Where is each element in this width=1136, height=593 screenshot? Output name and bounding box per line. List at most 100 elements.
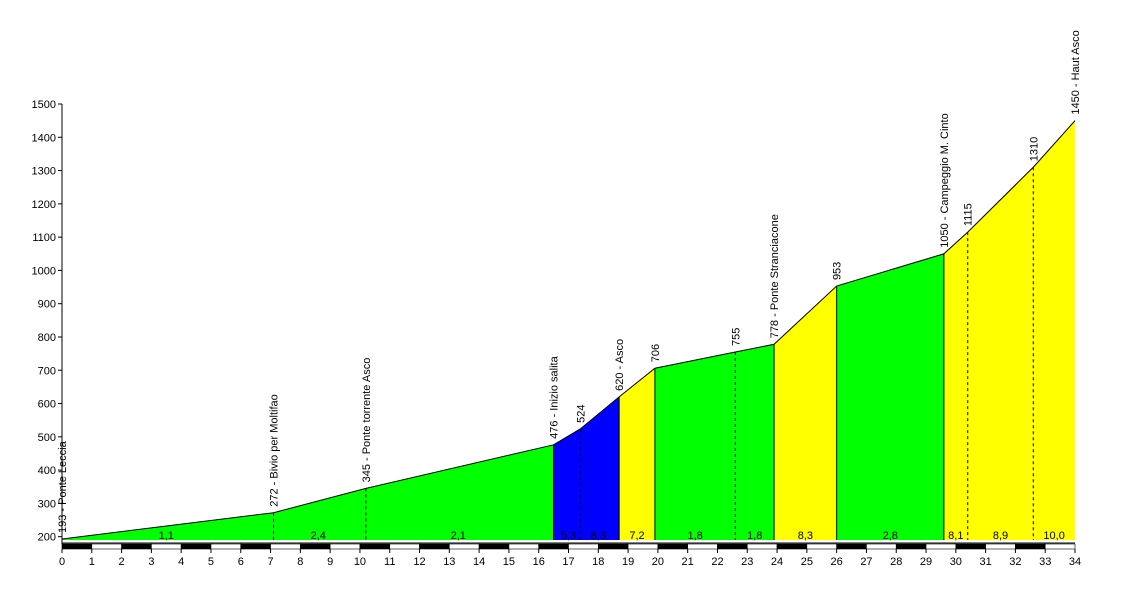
x-tick-label: 14 <box>473 556 485 568</box>
km-block <box>866 543 897 550</box>
km-block <box>151 543 182 550</box>
x-tick-label: 29 <box>920 556 932 568</box>
km-block <box>955 543 986 550</box>
grade-label: 8,1 <box>948 530 963 542</box>
profile-segment-1 <box>553 396 620 540</box>
point-label: 193 - Ponte Leccia <box>57 440 69 533</box>
grade-label: 5,3 <box>561 530 576 542</box>
point-labels: 193 - Ponte Leccia 272 - Bivio per Moltif… <box>57 30 1082 533</box>
grade-label: 10,0 <box>1043 530 1064 542</box>
y-tick-label: 1200 <box>32 199 56 211</box>
x-tick-label: 8 <box>297 556 303 568</box>
km-block <box>895 543 927 550</box>
x-tick-label: 21 <box>682 556 694 568</box>
y-tick-label: 300 <box>38 498 56 510</box>
grade-label: 2,4 <box>311 530 326 542</box>
km-block <box>508 543 540 550</box>
y-tick-label: 200 <box>38 532 56 544</box>
x-tick-label: 16 <box>533 556 545 568</box>
x-tick-label: 32 <box>1009 556 1021 568</box>
x-tick-label: 1 <box>89 556 95 568</box>
km-block <box>478 543 510 550</box>
grade-label: 2,8 <box>883 530 898 542</box>
x-tick-label: 26 <box>831 556 843 568</box>
grade-label: 1,8 <box>687 530 702 542</box>
y-tick-label: 1500 <box>32 99 56 111</box>
x-tick-label: 15 <box>503 556 515 568</box>
grade-label: 1,8 <box>747 530 762 542</box>
km-block <box>806 543 837 550</box>
y-tick-label: 1000 <box>32 265 56 277</box>
km-block <box>61 543 93 550</box>
km-block <box>449 543 480 550</box>
y-tick-label: 1100 <box>32 232 56 244</box>
point-label: 1115 <box>963 203 975 226</box>
y-tick-label: 600 <box>38 399 56 411</box>
x-tick-label: 27 <box>860 556 872 568</box>
km-block <box>300 543 331 550</box>
x-tick-label: 19 <box>622 556 634 568</box>
x-tick-label: 25 <box>801 556 813 568</box>
y-tick-label: 500 <box>38 432 56 444</box>
point-dividers <box>273 167 1034 540</box>
profile-segment-6 <box>943 120 1075 540</box>
km-block <box>91 543 122 550</box>
x-tick-label: 12 <box>413 556 425 568</box>
y-tick-label: 800 <box>38 332 56 344</box>
km-block <box>597 543 629 550</box>
profile-segment-3 <box>654 344 775 540</box>
point-label: 778 - Ponte Stranciacone <box>769 214 781 338</box>
grade-label: 8,3 <box>798 530 813 542</box>
x-tick-label: 10 <box>354 556 366 568</box>
grade-labels: 1,1 2,4 2,1 5,3 8,3 7,2 1,8 1,8 8,3 2,8 8,1 8,9 10,0 <box>159 530 1065 542</box>
x-tick-label: 23 <box>741 556 753 568</box>
y-tick-label: 1400 <box>32 132 56 144</box>
profile-segment-5 <box>836 253 944 540</box>
x-tick-label: 0 <box>59 556 65 568</box>
km-block <box>925 543 957 550</box>
km-block <box>985 543 1016 550</box>
km-block <box>836 543 867 550</box>
point-label: 524 <box>575 404 587 422</box>
km-block <box>717 543 748 550</box>
x-tick-label: 13 <box>443 556 455 568</box>
x-tick-label: 11 <box>384 556 395 568</box>
km-block <box>627 543 659 550</box>
x-tick-label: 17 <box>562 556 574 568</box>
x-tick-label: 3 <box>148 556 154 568</box>
kilometer-bar: 0 1 2 3 4 5 6 7 8 9 10 11 12 13 14 15 16 17 18 19 20 21 22 23 24… <box>59 542 1081 568</box>
x-tick-label: 4 <box>178 556 184 568</box>
km-block <box>389 543 420 550</box>
x-tick-label: 28 <box>890 556 902 568</box>
grade-label: 7,2 <box>629 530 644 542</box>
km-block <box>776 543 808 550</box>
point-label: 1310 <box>1028 137 1040 161</box>
point-label: 1050 - Campeggio M. Cinto <box>939 113 951 248</box>
km-block <box>568 543 599 550</box>
profile-segment-4 <box>774 286 837 540</box>
x-tick-label: 7 <box>267 556 273 568</box>
km-block <box>121 543 152 550</box>
x-tick-label: 6 <box>238 556 244 568</box>
y-tick-label: 400 <box>38 465 56 477</box>
km-block <box>1044 543 1076 550</box>
km-block <box>746 543 778 550</box>
profile-segment-0 <box>62 444 554 540</box>
km-block <box>687 543 718 550</box>
km-block <box>329 543 361 550</box>
km-block <box>419 543 450 550</box>
km-block <box>359 543 391 550</box>
point-label: 953 <box>832 262 844 280</box>
x-tick-label: 2 <box>119 556 125 568</box>
point-label: 1450 - Haut Asco <box>1070 30 1082 114</box>
x-tick-label: 5 <box>208 556 214 568</box>
km-block <box>538 543 569 550</box>
point-label: 620 - Asco <box>614 339 626 391</box>
grade-label: 8,9 <box>993 530 1008 542</box>
x-tick-label: 33 <box>1039 556 1051 568</box>
point-label: 476 - Inizio salita <box>549 355 561 438</box>
x-tick-label: 24 <box>771 556 783 568</box>
point-label: 755 <box>730 328 742 346</box>
point-label: 272 - Bivio per Moltifao <box>269 394 281 507</box>
